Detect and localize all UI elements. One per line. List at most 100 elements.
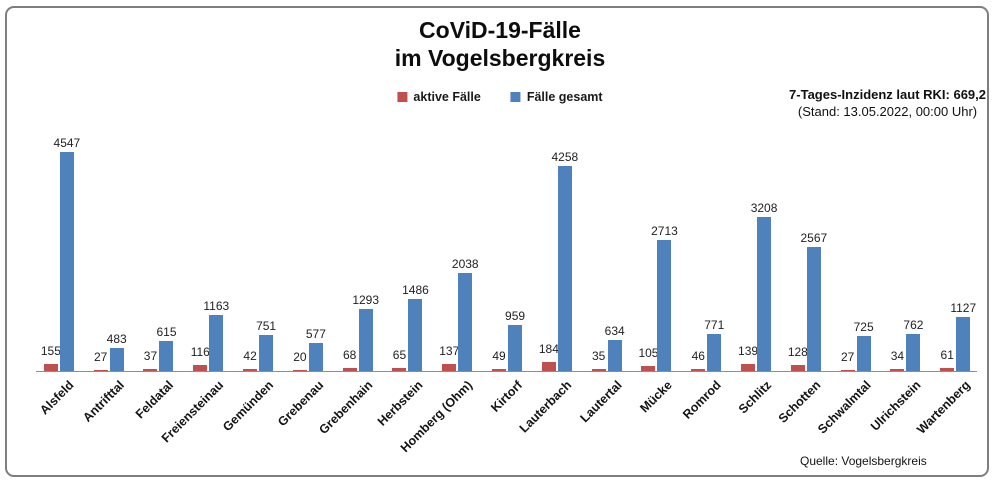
value-label: 1293 [352, 292, 380, 307]
bar-aktive-faelle [591, 369, 606, 371]
value-label: 4258 [551, 149, 579, 164]
value-label: 42 [243, 348, 257, 363]
value-label: 751 [256, 318, 277, 333]
incidence-value: 7-Tages-Inzidenz laut RKI: 669,2 [789, 87, 986, 102]
bar-group: 184 4258 Lauterbach [517, 149, 582, 435]
value-label: 105 [638, 345, 659, 360]
value-label: 49 [492, 348, 506, 363]
value-label: 762 [903, 318, 924, 333]
bar-aktive-faelle [392, 367, 407, 371]
legend-label-total: Fälle gesamt [526, 90, 603, 104]
value-label: 483 [106, 331, 127, 346]
bar-faelle-gesamt [209, 315, 224, 371]
chart-title-line2: im Vogelsbergkreis [394, 45, 606, 71]
bar-aktive-faelle [492, 368, 507, 371]
bar-aktive-faelle [741, 364, 756, 371]
legend-item-total: Fälle gesamt [510, 90, 603, 104]
bar-aktive-faelle [193, 365, 208, 371]
value-label: 1486 [402, 283, 429, 298]
bar-faelle-gesamt [607, 340, 622, 371]
bar-group: 68 1293 Grebenhain [317, 152, 383, 437]
bar-faelle-gesamt [707, 333, 722, 371]
bar-group: 105 2713 Mücke [632, 152, 682, 416]
value-label: 1127 [950, 300, 977, 315]
bar-faelle-gesamt [806, 247, 821, 371]
bar-aktive-faelle [541, 362, 556, 371]
value-label: 65 [392, 347, 407, 362]
bar-group: 27 483 Antrifttal [80, 152, 134, 424]
value-label: 3208 [750, 200, 778, 215]
bar-aktive-faelle [292, 369, 307, 371]
value-label: 61 [940, 348, 954, 363]
bar-faelle-gesamt [557, 165, 572, 371]
bar-faelle-gesamt [59, 152, 74, 371]
bar-faelle-gesamt [358, 308, 373, 371]
value-label: 1163 [203, 299, 230, 313]
bar-aktive-faelle [641, 365, 656, 371]
value-label: 577 [305, 327, 326, 342]
bar-faelle-gesamt [906, 334, 921, 371]
bar-aktive-faelle [43, 363, 58, 371]
value-label: 2713 [651, 224, 678, 239]
bar-faelle-gesamt [956, 316, 971, 371]
bar-faelle-gesamt [259, 334, 274, 371]
bar-faelle-gesamt [109, 347, 124, 371]
value-label: 725 [853, 320, 874, 335]
bar-group: 61 1127 Wartenberg [914, 152, 980, 436]
incidence-date: (Stand: 13.05.2022, 00:00 Uhr) [797, 104, 978, 119]
bar-group: 65 1486 Herbstein [375, 152, 433, 429]
value-label: 184 [538, 342, 559, 357]
bar-group: 27 725 Schwalmtal [815, 152, 881, 437]
legend: aktive Fälle Fälle gesamt [397, 90, 603, 104]
value-label: 116 [190, 345, 210, 360]
value-label: 615 [156, 325, 177, 340]
bar-aktive-faelle [143, 369, 158, 371]
value-label: 137 [439, 344, 460, 359]
value-label: 46 [691, 348, 705, 363]
value-label: 27 [94, 349, 108, 364]
value-label: 959 [505, 308, 526, 323]
value-label: 34 [890, 349, 905, 364]
bar-faelle-gesamt [757, 216, 772, 371]
bar-aktive-faelle [442, 364, 457, 371]
bar-faelle-gesamt [657, 240, 672, 371]
bar-group: 42 751 Gemünden [220, 152, 283, 434]
value-label: 68 [342, 347, 357, 362]
bar-faelle-gesamt [856, 336, 871, 371]
bar-aktive-faelle [940, 368, 955, 371]
value-label: 128 [787, 344, 808, 359]
bar-group: 139 3208 Schlitz [731, 152, 781, 416]
bar-group: 46 771 Romrod [680, 152, 731, 421]
bar-faelle-gesamt [508, 324, 523, 371]
value-label: 27 [840, 349, 855, 364]
bar-faelle-gesamt [308, 343, 323, 371]
bar-aktive-faelle [840, 369, 855, 371]
value-label: 634 [604, 324, 625, 339]
x-axis-line [36, 371, 977, 372]
bar-aktive-faelle [691, 368, 706, 371]
value-label: 35 [591, 349, 606, 364]
legend-swatch-total-icon [510, 92, 521, 102]
value-label: 155 [40, 343, 61, 358]
bar-aktive-faelle [342, 367, 357, 371]
chart-frame [5, 6, 989, 477]
legend-item-active: aktive Fälle [397, 90, 481, 104]
legend-swatch-active-icon [397, 92, 408, 102]
value-label: 2038 [451, 256, 479, 271]
bar-group: 37 615 Feldatal [133, 152, 184, 421]
source-note: Quelle: Vogelsbergkreis [800, 454, 927, 468]
value-label: 37 [143, 349, 158, 364]
bar-group: 49 959 Kirtorf [482, 152, 532, 415]
bar-group: 128 2567 Schotten [776, 152, 831, 426]
value-label: 771 [704, 317, 725, 332]
bar-group: 116 1163 Freiensteinau [159, 152, 233, 446]
legend-label-active: aktive Fälle [413, 90, 481, 104]
bar-group: 35 634 Lautertal [577, 152, 632, 425]
bar-aktive-faelle [93, 369, 108, 371]
bar-group: 137 2038 Homberg (Ohm) [398, 152, 482, 455]
bar-faelle-gesamt [159, 341, 174, 371]
bar-group: 155 4547 Alsfeld [34, 137, 84, 418]
value-label: 2567 [800, 231, 828, 246]
chart-title-line1: CoViD-19-Fälle [419, 17, 581, 43]
bar-faelle-gesamt [458, 272, 473, 371]
